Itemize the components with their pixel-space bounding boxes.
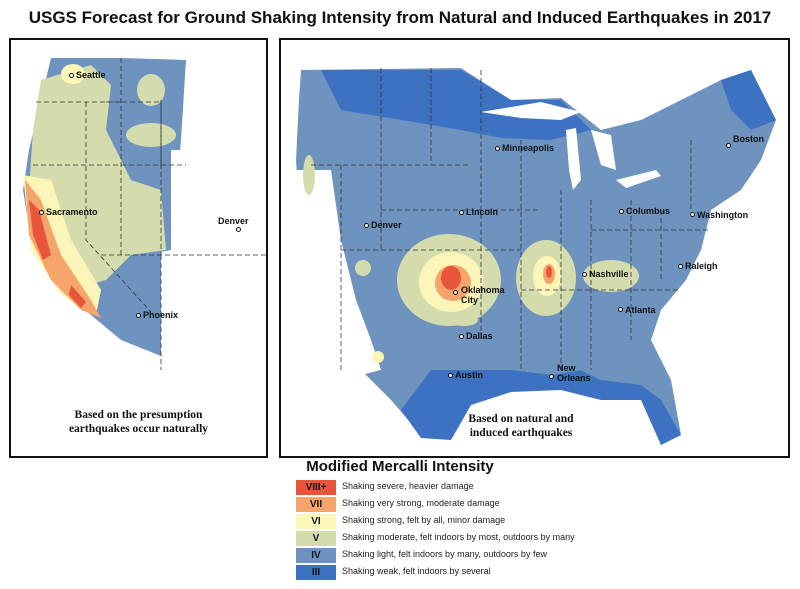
west-level-vii-zone — [25, 180, 101, 318]
legend-description: Shaking strong, felt by all, minor damag… — [342, 515, 506, 525]
us-level-vi-spot-texas — [372, 351, 384, 363]
us-note-line2: induced earthquakes — [469, 427, 573, 439]
city-dot-denver — [364, 223, 369, 228]
city-dot-minneapolis — [495, 146, 500, 151]
city-dot-oklahoma-city — [453, 290, 458, 295]
legend-swatch: VII — [296, 497, 336, 512]
city-label-columbus: Columbus — [626, 206, 670, 216]
legend-row: III Shaking weak, felt indoors by several — [296, 565, 596, 581]
city-label-nashville: Nashville — [589, 269, 629, 279]
west-map-graphic — [23, 58, 266, 456]
city-dot-austin — [448, 373, 453, 378]
city-dot-atlanta — [618, 307, 623, 312]
city-dot-seattle — [69, 73, 74, 78]
city-label-oklahoma: Oklahoma — [461, 285, 505, 295]
west-map-panel: Seattle Sacramento Denver Phoenix Based … — [9, 38, 268, 458]
city-dot-sacramento — [39, 210, 44, 215]
city-dot-nashville — [582, 272, 587, 277]
city-dot-phoenix — [136, 313, 141, 318]
lake-michigan — [566, 128, 581, 190]
us-map-panel: Minneapolis Boston Denver Lincoln Columb… — [279, 38, 790, 458]
west-panel-note: Based on the presumption earthquakes occ… — [21, 408, 256, 436]
city-label-washington: Washington — [697, 210, 749, 220]
city-label-new: New — [557, 363, 576, 373]
west-note-line1: Based on the presumption — [74, 409, 203, 421]
city-label-oklahoma-city: City — [461, 295, 479, 305]
city-dot-washington — [690, 212, 695, 217]
us-blank-southwest — [281, 170, 381, 375]
legend-description: Shaking weak, felt indoors by several — [342, 566, 491, 576]
city-label-minneapolis: Minneapolis — [502, 143, 555, 153]
west-level-viii-zone — [29, 200, 51, 260]
city-dot-dallas — [459, 334, 464, 339]
us-level-iii-gulf — [401, 370, 681, 445]
us-level-v-spot-colorado — [355, 260, 371, 276]
map-title: USGS Forecast for Ground Shaking Intensi… — [28, 8, 772, 27]
legend-swatch: VI — [296, 514, 336, 529]
city-dot-denver-west — [236, 227, 241, 232]
west-blank-region — [161, 150, 266, 456]
us-level-v-spot-dallas — [450, 314, 478, 326]
us-panel-note: Based on natural and induced earthquakes — [441, 412, 601, 440]
legend-row: V Shaking moderate, felt indoors by most,… — [296, 531, 596, 547]
city-label-atlanta: Atlanta — [625, 305, 656, 315]
legend-description: Shaking moderate, felt indoors by most, … — [342, 532, 575, 542]
city-label-seattle: Seattle — [76, 70, 106, 80]
lake-huron — [591, 130, 616, 170]
city-label-denver: Denver — [371, 220, 402, 230]
us-map-graphic — [281, 68, 776, 445]
legend-row: VIII+ Shaking severe, heavier damage — [296, 480, 596, 496]
city-dot-columbus — [619, 209, 624, 214]
lake-superior — [481, 102, 581, 120]
legend-description: Shaking very strong, moderate damage — [342, 498, 500, 508]
legend-row: IV Shaking light, felt indoors by many, o… — [296, 548, 596, 564]
us-newmadrid-level-viii — [546, 266, 552, 278]
city-label-dallas: Dallas — [466, 331, 493, 341]
us-state-borders — [311, 68, 711, 370]
city-dot-new-orleans — [549, 374, 554, 379]
legend-swatch: IV — [296, 548, 336, 563]
legend-row: VII Shaking very strong, moderate damage — [296, 497, 596, 513]
us-level-v-spot-oregon — [303, 155, 315, 195]
city-label-sacramento: Sacramento — [46, 207, 98, 217]
legend-description: Shaking light, felt indoors by many, out… — [342, 549, 547, 559]
west-note-line2: earthquakes occur naturally — [68, 423, 209, 435]
west-level-v-zone-wyoming — [126, 123, 176, 147]
legend-swatch: VIII+ — [296, 480, 336, 495]
west-level-viii-zone-south — [69, 285, 86, 308]
legend-description: Shaking severe, heavier damage — [342, 481, 474, 491]
legend-swatch: V — [296, 531, 336, 546]
city-label-orleans: Orleans — [557, 373, 591, 383]
us-oklahoma-level-viii — [441, 266, 461, 290]
us-level-iii-north — [321, 70, 591, 140]
legend-swatch: III — [296, 565, 336, 580]
city-dot-boston — [726, 143, 731, 148]
us-level-iii-northeast — [721, 70, 776, 130]
city-label-denver-west: Denver — [218, 216, 249, 226]
legend-title: Modified Mercalli Intensity — [306, 458, 494, 475]
city-dot-lincoln — [459, 210, 464, 215]
legend-row: VI Shaking strong, felt by all, minor dam… — [296, 514, 596, 530]
west-level-v-zone-north — [137, 74, 165, 106]
city-label-lincoln: Lincoln — [466, 207, 498, 217]
city-label-phoenix: Phoenix — [143, 310, 179, 320]
city-label-raleigh: Raleigh — [685, 261, 718, 271]
lake-erie — [616, 170, 661, 188]
west-state-borders — [33, 58, 266, 370]
us-nashville-level-v — [583, 260, 639, 292]
city-label-boston: Boston — [733, 134, 764, 144]
city-dot-raleigh — [678, 264, 683, 269]
city-label-austin: Austin — [455, 370, 483, 380]
us-note-line1: Based on natural and — [468, 413, 574, 425]
